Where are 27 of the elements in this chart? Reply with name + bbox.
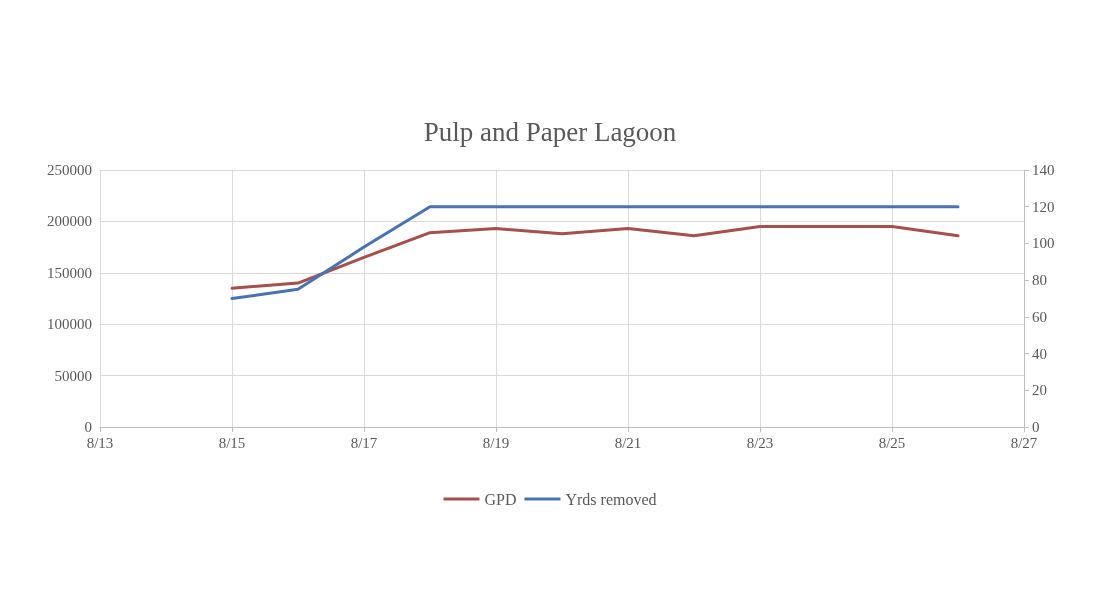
x-tick-label: 8/23: [746, 434, 774, 451]
y-tick-label: 150000: [47, 264, 92, 281]
x-tick-label: 8/21: [614, 434, 642, 451]
legend-label: Yrds removed: [565, 490, 657, 508]
y2-tick-label: 140: [1032, 162, 1055, 178]
x-tick-label: 8/19: [482, 434, 510, 451]
y-tick-label: 100000: [47, 316, 92, 333]
y-tick-label: 250000: [47, 162, 92, 178]
line-series: [230, 205, 960, 300]
y-tick-label: 50000: [54, 367, 92, 384]
x-tick-label: 8/25: [878, 434, 906, 451]
y-tick-label: 0: [84, 419, 92, 435]
y2-tick-label: 100: [1032, 235, 1055, 252]
y2-tick-label: 120: [1032, 198, 1055, 215]
x-tick-label: 8/15: [218, 434, 246, 451]
legend-label: GPD: [484, 490, 517, 508]
y2-tick-label: 80: [1032, 272, 1047, 289]
y2-tick-label: 60: [1032, 308, 1047, 325]
x-tick-label: 8/13: [86, 434, 114, 451]
line-series: [230, 225, 960, 290]
y-tick-label: 200000: [47, 213, 92, 230]
x-tick-label: 8/27: [1010, 434, 1038, 451]
x-tick-label: 8/17: [350, 434, 378, 451]
y2-tick-label: 0: [1032, 419, 1040, 435]
y2-tick-label: 40: [1032, 345, 1047, 362]
y2-tick-label: 20: [1032, 382, 1047, 399]
chart-title: Pulp and Paper Lagoon: [423, 116, 677, 147]
